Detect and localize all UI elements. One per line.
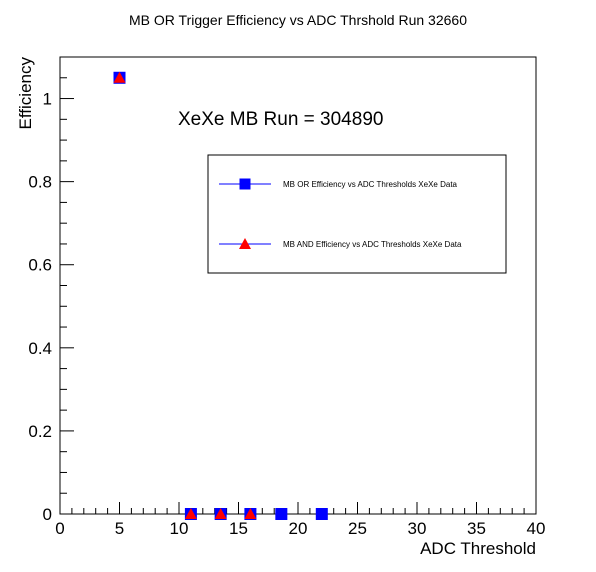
x-axis: 0 5 10 15 20 25 30 35 40 (55, 502, 545, 538)
data-point-and-triangle (244, 508, 257, 519)
x-tick-label: 30 (408, 519, 427, 538)
legend: MB OR Efficiency vs ADC Thresholds XeXe … (207, 154, 507, 274)
run-annotation: XeXe MB Run = 304890 (178, 109, 383, 130)
x-tick-label: 5 (115, 519, 124, 538)
data-point-or-square (315, 508, 328, 520)
x-tick-label: 20 (289, 519, 308, 538)
x-tick-label: 10 (170, 519, 189, 538)
legend-triangle-marker (239, 238, 251, 249)
y-tick-label: 0.4 (28, 339, 52, 358)
y-tick-label: 0.2 (28, 422, 52, 441)
data-point-and-triangle (184, 508, 197, 519)
data-point-and-triangle (214, 508, 227, 519)
data-point-and-triangle (113, 71, 126, 83)
legend-label-or: MB OR Efficiency vs ADC Thresholds XeXe … (283, 180, 458, 189)
y-tick-label: 1 (43, 90, 52, 109)
x-tick-label: 35 (467, 519, 486, 538)
y-tick-label: 0 (43, 505, 52, 524)
x-axis-label: ADC Threshold (420, 539, 536, 558)
data-point-or-square (275, 508, 288, 520)
y-tick-label: 0.8 (28, 173, 52, 192)
legend-label-and: MB AND Efficiency vs ADC Thresholds XeXe… (283, 240, 462, 249)
x-tick-label: 40 (527, 519, 546, 538)
y-tick-label: 0.6 (28, 256, 52, 275)
x-tick-label: 25 (348, 519, 367, 538)
legend-box (207, 154, 507, 274)
chart-title: MB OR Trigger Efficiency vs ADC Thrshold… (129, 12, 467, 28)
x-tick-label: 15 (229, 519, 248, 538)
y-axis: 0 0.2 0.4 0.6 0.8 1 (28, 56, 74, 524)
y-axis-label: Efficiency (16, 57, 35, 130)
data-points (113, 71, 328, 520)
x-tick-label: 0 (55, 519, 64, 538)
legend-square-marker (239, 178, 251, 190)
